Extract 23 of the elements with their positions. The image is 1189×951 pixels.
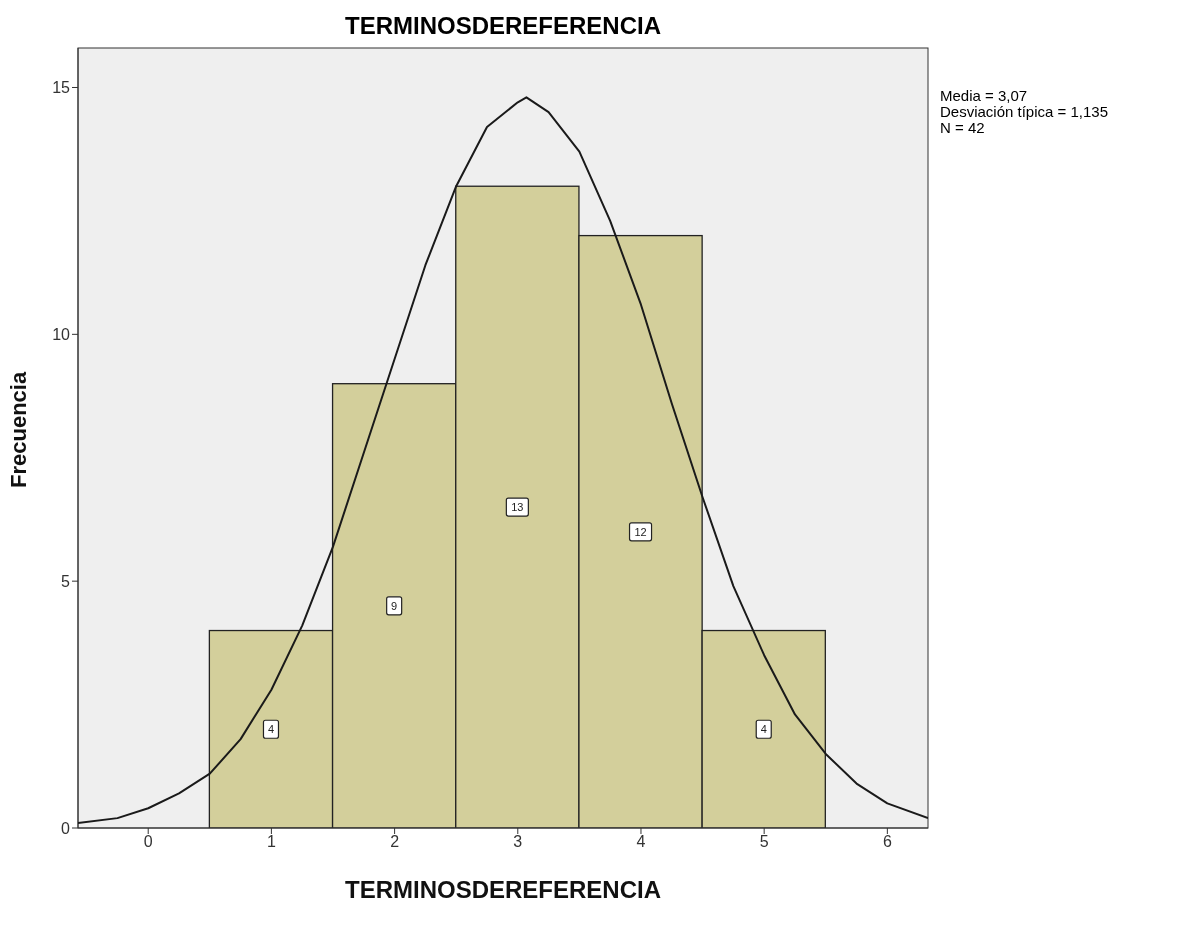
data-label: 9 <box>391 599 398 612</box>
y-tick-label: 0 <box>61 819 71 837</box>
x-tick-label: 6 <box>882 833 892 851</box>
x-tick-label: 0 <box>143 833 153 851</box>
data-label: 13 <box>511 501 524 514</box>
line-series <box>78 96 928 825</box>
x-tick-label: 4 <box>636 833 646 851</box>
x-axis-title: TERMINOSDEREFERENCIA <box>344 876 662 903</box>
x-tick-label: 2 <box>390 833 400 851</box>
x-tick-label: 1 <box>266 833 276 851</box>
data-label: 4 <box>267 723 275 736</box>
y-axis-title: Frecuencia <box>5 371 31 488</box>
text: Media = 3,07 <box>940 87 1029 104</box>
y-tick-label: 15 <box>52 79 71 97</box>
data-label: 12 <box>634 525 647 538</box>
x-tick-label: 3 <box>513 833 523 851</box>
y-tick-label: 5 <box>61 572 71 590</box>
y-tick-label: 10 <box>52 326 71 344</box>
x-tick-label: 5 <box>759 833 769 851</box>
chart-title: TERMINOSDEREFERENCIA <box>344 12 662 40</box>
text: N = 42 <box>940 119 986 136</box>
data-label: 4 <box>760 723 767 736</box>
text: Desviación típica = 1,135 <box>940 103 1109 120</box>
